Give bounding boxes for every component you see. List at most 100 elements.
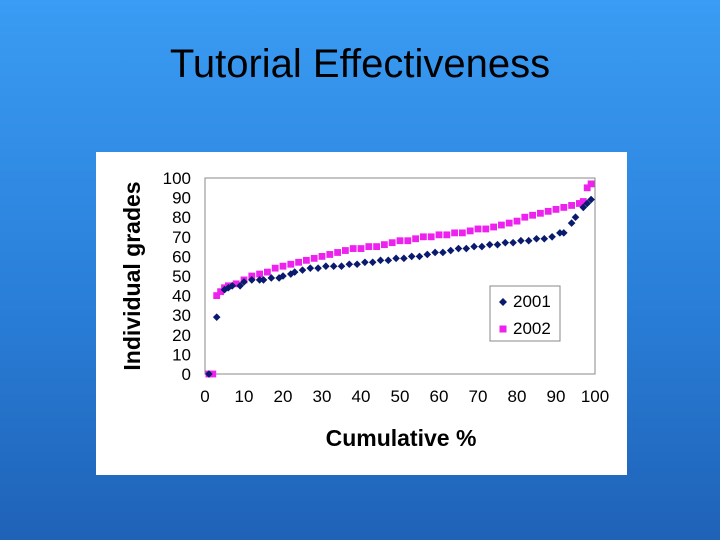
data-point-2002	[334, 249, 341, 256]
data-point-2002	[505, 219, 513, 227]
data-point-2002	[326, 251, 334, 258]
y-tick-label: 40	[172, 287, 191, 306]
data-point-2001	[579, 203, 588, 212]
data-point-2002	[579, 198, 587, 205]
y-tick-label: 50	[172, 267, 191, 286]
x-tick-labels: 0 10 20 30 40 50 60 70 80 90 100	[200, 387, 609, 406]
data-point-2002	[498, 221, 505, 229]
data-point-2001	[368, 258, 377, 267]
data-point-2002	[295, 258, 302, 266]
data-point-2002	[318, 253, 326, 260]
data-point-2002	[381, 241, 388, 249]
data-point-2001	[361, 258, 369, 267]
x-tick-label: 80	[508, 387, 527, 406]
data-point-2002	[342, 247, 349, 254]
x-tick-label: 0	[200, 387, 209, 406]
data-point-2002	[303, 256, 310, 264]
data-point-2001	[240, 278, 248, 286]
data-point-2002	[349, 245, 357, 252]
data-point-2002	[576, 200, 583, 207]
data-point-2001	[470, 242, 478, 251]
data-point-2002	[404, 237, 412, 245]
data-point-2001	[298, 266, 307, 274]
data-point-2002	[544, 207, 552, 215]
data-point-2001	[501, 238, 510, 247]
data-point-2002	[537, 209, 544, 217]
data-point-2002	[279, 262, 287, 270]
data-point-2002	[552, 205, 560, 213]
data-point-2002	[443, 231, 451, 239]
plot-frame	[204, 177, 596, 375]
data-point-2001	[517, 236, 525, 245]
chart-panel: 0 10 20 30 40 50 60 70 80 90 100 0 10 20 30 40 50 60 70 80…	[96, 152, 627, 475]
data-point-2002	[256, 270, 263, 278]
data-point-2002	[427, 233, 435, 241]
data-point-2002	[568, 202, 575, 209]
data-point-2002	[435, 231, 443, 239]
legend: 2001 2002	[489, 285, 561, 342]
data-point-2002	[583, 184, 591, 192]
plot-area	[204, 177, 596, 375]
y-tick-label: 100	[163, 169, 191, 188]
data-point-2001	[560, 229, 568, 237]
data-point-2001	[248, 276, 256, 284]
data-point-2001	[384, 256, 393, 265]
data-point-2001	[454, 244, 463, 253]
data-point-2001	[290, 268, 299, 276]
data-point-2001	[423, 250, 432, 259]
x-tick-label: 10	[235, 387, 254, 406]
data-point-2002	[490, 223, 497, 231]
legend-marker-2001	[499, 298, 507, 306]
data-point-2002	[466, 227, 474, 235]
x-axis-label: Cumulative %	[326, 425, 477, 451]
x-tick-label: 60	[430, 387, 449, 406]
x-tick-label: 90	[547, 387, 566, 406]
data-point-2001	[314, 264, 322, 272]
data-point-2001	[415, 252, 424, 261]
x-tick-label: 30	[313, 387, 332, 406]
data-point-2002	[412, 235, 419, 243]
data-point-2002	[217, 288, 224, 296]
data-point-2002	[396, 237, 404, 245]
data-point-2002	[482, 225, 490, 233]
y-tick-label: 0	[182, 365, 191, 384]
y-tick-label: 70	[172, 228, 191, 247]
y-tick-label: 80	[172, 208, 191, 227]
legend-item-2002: 2002	[499, 319, 551, 338]
data-point-2001	[212, 313, 221, 321]
data-point-2002	[264, 268, 271, 276]
data-point-2002	[232, 280, 240, 288]
legend-label-2001: 2001	[513, 292, 551, 311]
x-tick-label: 70	[469, 387, 488, 406]
series-2002	[205, 180, 595, 378]
data-point-2002	[474, 225, 482, 233]
y-tick-label: 10	[172, 345, 191, 364]
data-point-2002	[373, 243, 380, 250]
data-point-2001	[376, 256, 385, 265]
y-axis-label: Individual grades	[119, 181, 145, 370]
data-point-2001	[587, 195, 595, 204]
data-point-2001	[407, 252, 416, 261]
data-point-2001	[556, 229, 564, 237]
x-tick-label: 40	[352, 387, 371, 406]
data-point-2001	[255, 276, 264, 284]
legend-label-2002: 2002	[513, 319, 551, 338]
data-point-2002	[587, 180, 595, 188]
x-tick-label: 100	[581, 387, 609, 406]
y-tick-label: 20	[172, 326, 191, 345]
data-point-2002	[310, 254, 318, 262]
legend-item-2001: 2001	[499, 292, 551, 311]
data-point-2002	[529, 211, 536, 219]
data-point-2002	[521, 213, 529, 221]
data-point-2002	[213, 292, 221, 299]
data-point-2001	[583, 199, 591, 208]
data-point-2002	[271, 264, 279, 272]
data-point-2002	[209, 370, 217, 378]
data-point-2002	[357, 245, 365, 252]
data-point-2001	[509, 238, 517, 247]
legend-marker-2002	[499, 325, 507, 333]
y-tick-label: 60	[172, 247, 191, 266]
data-point-2002	[287, 260, 295, 268]
